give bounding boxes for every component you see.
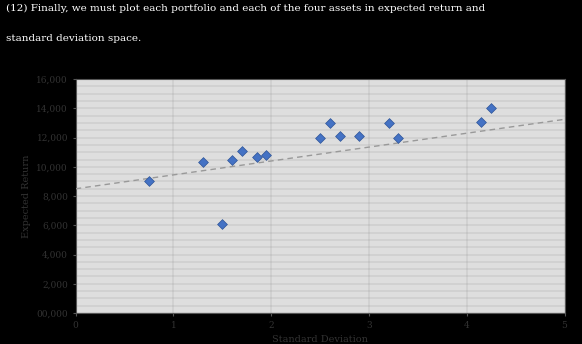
Point xyxy=(384,120,393,126)
Point xyxy=(354,133,364,139)
Text: (12) Finally, we must plot each portfolio and each of the four assets in expecte: (12) Finally, we must plot each portfoli… xyxy=(6,3,485,13)
X-axis label: Standard Deviation: Standard Deviation xyxy=(272,335,368,344)
Point xyxy=(315,135,325,140)
Point xyxy=(228,157,237,162)
Point xyxy=(393,135,403,140)
Point xyxy=(198,160,207,165)
Point xyxy=(325,120,335,126)
Text: standard deviation space.: standard deviation space. xyxy=(6,34,141,43)
Point xyxy=(262,152,271,158)
Y-axis label: Expected Return: Expected Return xyxy=(22,154,31,238)
Point xyxy=(252,154,261,159)
Point xyxy=(487,106,496,111)
Point xyxy=(335,133,345,139)
Point xyxy=(144,179,154,184)
Point xyxy=(218,221,227,227)
Point xyxy=(477,119,486,124)
Point xyxy=(237,148,247,153)
